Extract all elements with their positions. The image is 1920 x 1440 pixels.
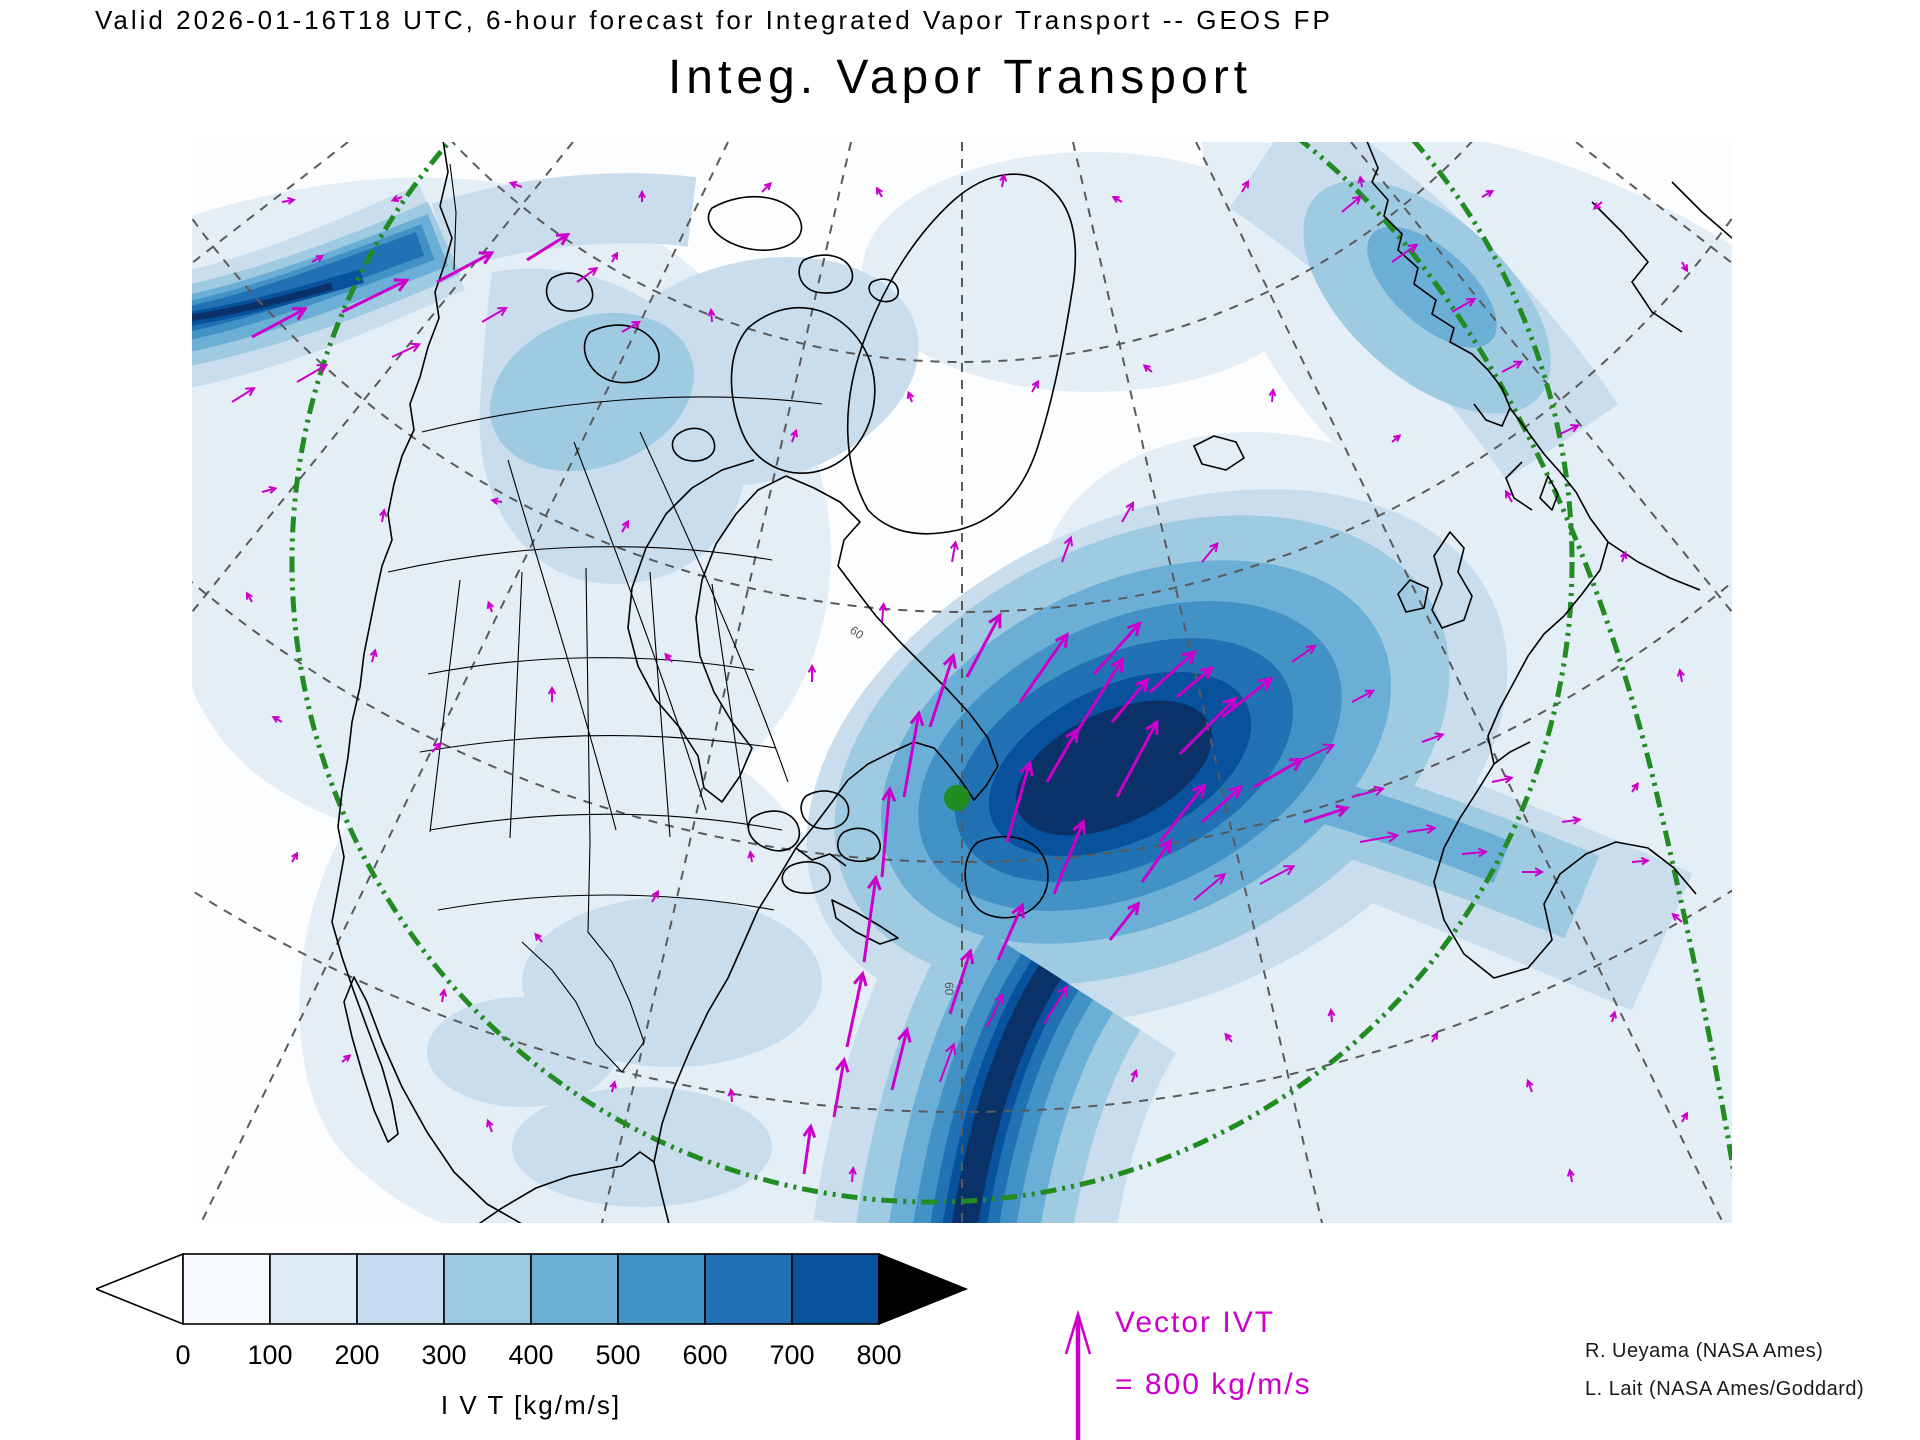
credits: R. Ueyama (NASA Ames) L. Lait (NASA Ames…	[1585, 1332, 1864, 1408]
ivt-vector-field	[231, 173, 1689, 1183]
colorbar-axis-label: I V T [kg/m/s]	[440, 1390, 622, 1420]
vector-legend-line2: = 800 kg/m/s	[1115, 1368, 1312, 1401]
ivt-map: 60 60	[192, 142, 1732, 1223]
figure-title: Integ. Vapor Transport	[667, 51, 1253, 104]
green-range-circle	[289, 142, 1732, 1205]
credit-line1: R. Ueyama (NASA Ames)	[1585, 1340, 1824, 1362]
colorbar-canvas	[93, 1252, 969, 1326]
credit-line2: L. Lait (NASA Ames/Goddard)	[1585, 1378, 1865, 1400]
ivt-colorbar	[93, 1252, 976, 1333]
colorbar-tick-labels: 0 100 200 300 400 500 600 700 800	[175, 1340, 902, 1370]
vector-ivt-legend: Vector IVT = 800 kg/m/s	[1060, 1300, 1480, 1440]
valid-time-line: Valid 2026-01-16T18 UTC, 6-hour forecast…	[95, 5, 1333, 35]
vector-legend-line1: Vector IVT	[1115, 1306, 1276, 1339]
location-marker-dot	[944, 785, 970, 811]
coastlines	[331, 142, 1732, 1223]
svg-text:60: 60	[942, 982, 956, 996]
colorbar-under-range-arrow	[93, 1252, 184, 1326]
colorbar-over-range-arrow	[878, 1252, 969, 1326]
vector-legend-arrow-icon	[1064, 1309, 1092, 1440]
colorbar-boxes	[182, 1253, 880, 1325]
